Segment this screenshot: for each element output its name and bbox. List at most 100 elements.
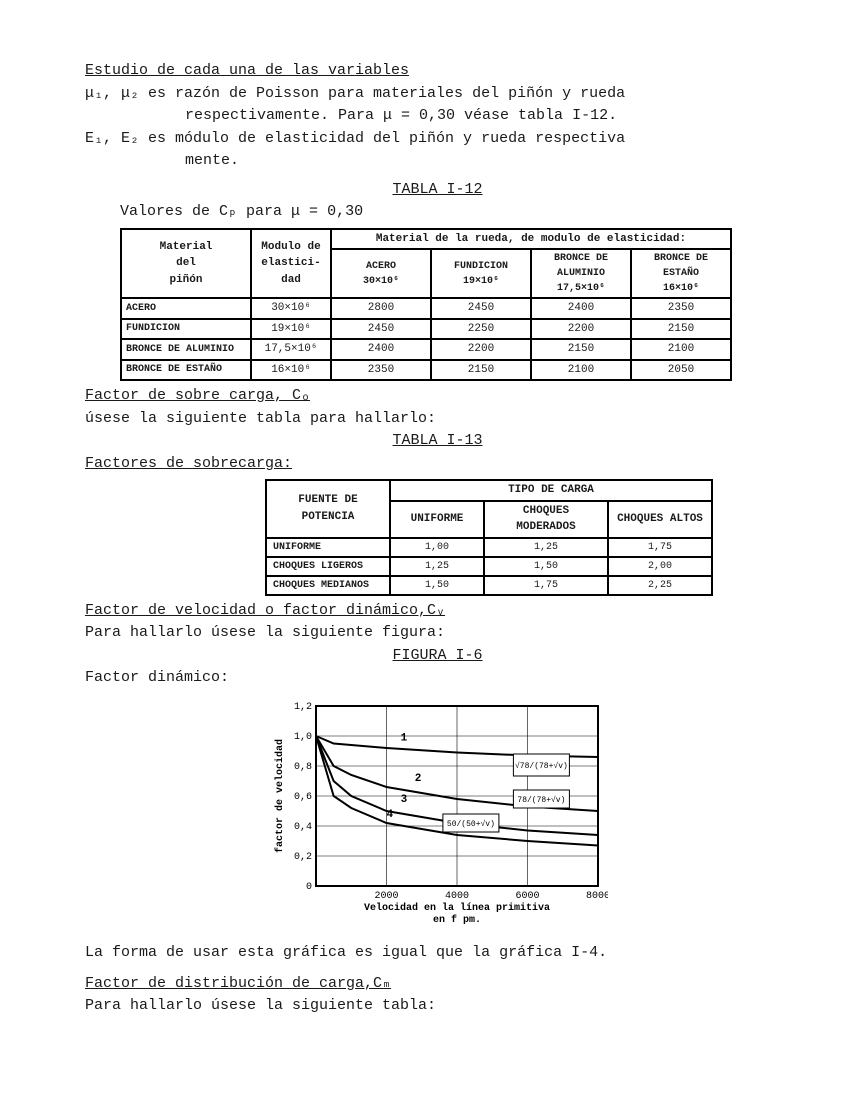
factor-cm-title: Factor de distribución de carga,Cₘ xyxy=(85,973,790,996)
tabla12-subtitle: Valores de Cₚ para μ = 0,30 xyxy=(120,201,790,224)
t12-r2-e: 17,5×10⁶ xyxy=(251,339,331,360)
cell: 2450 xyxy=(331,319,431,340)
svg-text:0,4: 0,4 xyxy=(293,822,311,833)
table-row: BRONCE DE ALUMINIO 17,5×10⁶ 2400 2200 21… xyxy=(121,339,731,360)
cell: 2350 xyxy=(631,298,731,319)
svg-text:4: 4 xyxy=(386,809,393,821)
svg-text:0,2: 0,2 xyxy=(293,852,311,863)
tabla13-subtitle: Factores de sobrecarga: xyxy=(85,453,790,476)
svg-text:0: 0 xyxy=(305,882,311,893)
cell: 2,25 xyxy=(608,576,712,595)
cell: 2400 xyxy=(531,298,631,319)
factor-co-title: Factor de sobre carga, Cₒ xyxy=(85,385,790,408)
cell: 1,50 xyxy=(484,557,608,576)
svg-text:1: 1 xyxy=(400,732,407,744)
svg-text:2: 2 xyxy=(414,773,421,785)
t13-r0-label: UNIFORME xyxy=(266,538,390,557)
svg-text:1,0: 1,0 xyxy=(293,732,311,743)
t12-r3-label: BRONCE DE ESTAÑO xyxy=(121,360,251,381)
cell: 1,75 xyxy=(608,538,712,557)
page-title: Estudio de cada una de las variables xyxy=(85,60,790,83)
cell: 2450 xyxy=(431,298,531,319)
cell: 2150 xyxy=(531,339,631,360)
chart-svg: 0 0,2 0,4 0,6 0,8 1,0 1,2 2000 4000 6000 8000 1 234 √… xyxy=(268,698,608,928)
t12-r0-label: ACERO xyxy=(121,298,251,319)
cell: 2350 xyxy=(331,360,431,381)
t12-sub-0: ACERO 30×10⁶ xyxy=(331,249,431,298)
svg-text:0,8: 0,8 xyxy=(293,762,311,773)
cell: 2150 xyxy=(631,319,731,340)
svg-text:50/(50+√v): 50/(50+√v) xyxy=(446,819,494,829)
table-row: FUNDICION 19×10⁶ 2450 2250 2200 2150 xyxy=(121,319,731,340)
factor-din-label: Factor dinámico: xyxy=(85,667,790,690)
cell: 1,75 xyxy=(484,576,608,595)
cell: 2150 xyxy=(431,360,531,381)
t12-r1-label: FUNDICION xyxy=(121,319,251,340)
svg-text:2000: 2000 xyxy=(374,891,398,902)
cell: 2400 xyxy=(331,339,431,360)
cell: 2800 xyxy=(331,298,431,319)
t12-sub-3: BRONCE DE ESTAÑO 16×10⁶ xyxy=(631,249,731,298)
t13-r2-label: CHOQUES MEDIANOS xyxy=(266,576,390,595)
text: Factores de sobrecarga: xyxy=(85,455,292,472)
cell: 2200 xyxy=(531,319,631,340)
svg-text:en f pm.: en f pm. xyxy=(432,914,480,926)
cell: 2100 xyxy=(631,339,731,360)
mu-def-line2: respectivamente. Para μ = 0,30 véase tab… xyxy=(85,105,790,128)
tabla12-title: TABLA I-12 xyxy=(85,179,790,202)
text: Valores de Cₚ para μ = 0,30 xyxy=(120,203,363,220)
t13-sub-0: UNIFORME xyxy=(390,501,484,538)
t12-r1-e: 19×10⁶ xyxy=(251,319,331,340)
t13-r1-label: CHOQUES LIGEROS xyxy=(266,557,390,576)
table-row: ACERO 30×10⁶ 2800 2450 2400 2350 xyxy=(121,298,731,319)
table-i12: Material del piñón Modulo de elastici- d… xyxy=(120,228,732,382)
e-def-line2: mente. xyxy=(85,150,790,173)
svg-text:6000: 6000 xyxy=(515,891,539,902)
svg-text:78/(78+√v): 78/(78+√v) xyxy=(517,795,565,805)
mu-def-line1: μ₁, μ₂ es razón de Poisson para material… xyxy=(85,83,790,106)
factor-cv-text: Para hallarlo úsese la siguiente figura: xyxy=(85,622,790,645)
svg-text:Velocidad en la línea primitiv: Velocidad en la línea primitiva xyxy=(363,902,549,914)
t13-sub-2: CHOQUES ALTOS xyxy=(608,501,712,538)
text: μ₁, μ₂ es razón de Poisson para material… xyxy=(85,85,625,102)
t12-sub-1: FUNDICION 19×10⁶ xyxy=(431,249,531,298)
t13-h-tipo: TIPO DE CARGA xyxy=(390,480,712,501)
table-row: CHOQUES LIGEROS 1,25 1,50 2,00 xyxy=(266,557,712,576)
factor-co-text: úsese la siguiente tabla para hallarlo: xyxy=(85,408,790,431)
e-def-line1: E₁, E₂ es módulo de elasticidad del piñó… xyxy=(85,128,790,151)
cell: 1,00 xyxy=(390,538,484,557)
figura-title: FIGURA I-6 xyxy=(85,645,790,668)
t12-h-rueda: Material de la rueda, de modulo de elast… xyxy=(331,229,731,250)
cell: 2100 xyxy=(531,360,631,381)
table-row: BRONCE DE ESTAÑO 16×10⁶ 2350 2150 2100 2… xyxy=(121,360,731,381)
cell: 2200 xyxy=(431,339,531,360)
text: Para hallarlo úsese la siguiente figura: xyxy=(85,624,445,641)
cell: 2250 xyxy=(431,319,531,340)
text: E₁, E₂ es módulo de elasticidad del piñó… xyxy=(85,130,625,147)
svg-text:4000: 4000 xyxy=(444,891,468,902)
tabla13-title: TABLA I-13 xyxy=(85,430,790,453)
table-row: UNIFORME 1,00 1,25 1,75 xyxy=(266,538,712,557)
cell: 2050 xyxy=(631,360,731,381)
factor-cm-text: Para hallarlo úsese la siguiente tabla: xyxy=(85,995,790,1018)
t12-h-material: Material del piñón xyxy=(121,229,251,299)
table-row: CHOQUES MEDIANOS 1,50 1,75 2,25 xyxy=(266,576,712,595)
t12-r2-label: BRONCE DE ALUMINIO xyxy=(121,339,251,360)
t13-h-fuente: FUENTE DE POTENCIA xyxy=(266,480,390,538)
forma-usar: La forma de usar esta gráfica es igual q… xyxy=(85,942,790,965)
svg-text:8000: 8000 xyxy=(585,891,607,902)
cell: 1,25 xyxy=(390,557,484,576)
t13-sub-1: CHOQUES MODERADOS xyxy=(484,501,608,538)
svg-text:factor de velocidad: factor de velocidad xyxy=(274,738,286,852)
svg-text:0,6: 0,6 xyxy=(293,792,311,803)
t12-r3-e: 16×10⁶ xyxy=(251,360,331,381)
t12-r0-e: 30×10⁶ xyxy=(251,298,331,319)
table-i13: FUENTE DE POTENCIA TIPO DE CARGA UNIFORM… xyxy=(265,479,713,596)
svg-text:3: 3 xyxy=(400,794,407,806)
t12-sub-2: BRONCE DE ALUMINIO 17,5×10⁶ xyxy=(531,249,631,298)
velocity-factor-chart: 0 0,2 0,4 0,6 0,8 1,0 1,2 2000 4000 6000 8000 1 234 √… xyxy=(268,698,608,937)
svg-text:√78/(78+√v): √78/(78+√v) xyxy=(514,761,567,771)
cell: 1,25 xyxy=(484,538,608,557)
cell: 1,50 xyxy=(390,576,484,595)
svg-text:1,2: 1,2 xyxy=(293,702,311,713)
